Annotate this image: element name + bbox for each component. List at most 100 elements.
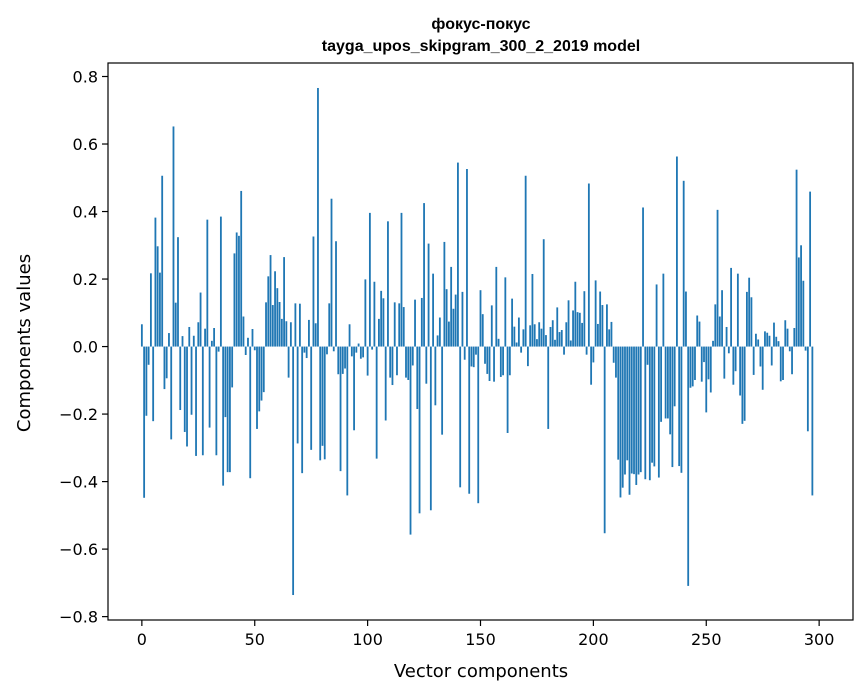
bar-153 (486, 346, 489, 374)
bar-41 (233, 253, 236, 347)
bar-76 (312, 236, 315, 347)
bar-150 (479, 290, 482, 347)
bar-218 (633, 346, 635, 475)
bar-157 (495, 266, 498, 347)
chart-subtitle: tayga_upos_skipgram_300_2_2019 model (322, 38, 640, 55)
bar-176 (538, 322, 541, 347)
bar-146 (470, 346, 473, 367)
bar-39 (229, 346, 231, 473)
bar-6 (154, 217, 157, 347)
bar-58 (271, 305, 274, 347)
bar-257 (721, 290, 723, 347)
bar-186 (560, 330, 563, 347)
bar-101 (368, 212, 371, 347)
bars-group (140, 87, 814, 596)
bar-260 (727, 346, 730, 354)
bar-171 (527, 346, 529, 367)
bar-140 (457, 162, 459, 347)
bar-141 (459, 346, 462, 488)
bar-45 (242, 316, 245, 347)
x-tick-label: 250 (691, 630, 722, 649)
bar-4 (149, 273, 152, 347)
bar-28 (204, 328, 206, 347)
bar-52 (258, 346, 261, 412)
bar-181 (549, 326, 552, 347)
bar-213 (621, 346, 624, 488)
bar-67 (292, 346, 295, 596)
bar-264 (736, 273, 739, 347)
bar-122 (416, 346, 419, 410)
bar-109 (387, 221, 389, 347)
bar-24 (195, 346, 197, 456)
bar-138 (452, 308, 455, 347)
bar-23 (192, 335, 195, 347)
bar-278 (768, 335, 771, 347)
bar-234 (669, 346, 672, 435)
bar-281 (775, 336, 778, 347)
bar-184 (556, 307, 559, 347)
bar-144 (466, 169, 468, 347)
bar-258 (723, 346, 726, 379)
bar-44 (240, 190, 243, 347)
bar-269 (748, 277, 751, 347)
bar-60 (276, 288, 279, 347)
bar-127 (427, 243, 430, 347)
bar-54 (262, 346, 265, 393)
bar-77 (314, 323, 317, 347)
bar-136 (447, 321, 450, 347)
bar-69 (296, 346, 299, 444)
bar-297 (811, 346, 814, 496)
bar-237 (676, 156, 678, 347)
bar-224 (646, 346, 649, 365)
bar-131 (436, 335, 439, 347)
bar-82 (326, 346, 328, 355)
bar-74 (308, 319, 310, 347)
bar-133 (441, 346, 444, 435)
bar-97 (359, 346, 362, 359)
bar-156 (493, 346, 495, 382)
bar-288 (791, 346, 793, 375)
bar-178 (542, 239, 545, 347)
bar-206 (606, 304, 608, 347)
bar-239 (680, 346, 683, 473)
bar-274 (759, 346, 762, 367)
bar-26 (199, 292, 202, 347)
bar-167 (517, 317, 520, 347)
bar-187 (563, 346, 565, 355)
bar-8 (159, 272, 161, 347)
bar-279 (770, 346, 773, 366)
bar-212 (619, 346, 622, 498)
bar-123 (418, 346, 421, 514)
bar-159 (499, 346, 502, 377)
bar-190 (569, 340, 572, 347)
y-tick-label: 0.4 (73, 203, 98, 222)
bar-155 (490, 305, 493, 347)
bar-199 (590, 346, 593, 385)
bar-162 (506, 346, 509, 433)
bar-75 (310, 346, 313, 450)
bar-79 (319, 346, 322, 461)
bar-124 (420, 297, 423, 347)
bar-285 (784, 320, 787, 347)
bar-240 (682, 180, 685, 347)
bar-220 (637, 346, 640, 475)
bar-13 (170, 346, 173, 440)
bar-91 (346, 346, 349, 496)
bar-202 (596, 323, 599, 347)
bar-272 (755, 333, 757, 347)
bar-247 (698, 321, 701, 347)
bar-132 (438, 317, 441, 347)
bar-231 (662, 273, 665, 347)
bar-53 (260, 346, 263, 401)
bar-73 (305, 346, 308, 359)
bar-7 (156, 246, 159, 347)
bar-251 (707, 346, 710, 380)
bar-10 (163, 346, 166, 390)
bar-193 (576, 312, 579, 347)
bar-236 (673, 346, 676, 407)
bar-0 (140, 324, 143, 347)
bar-294 (804, 346, 807, 351)
bar-32 (213, 328, 216, 347)
y-tick-label: 0.6 (73, 135, 98, 154)
